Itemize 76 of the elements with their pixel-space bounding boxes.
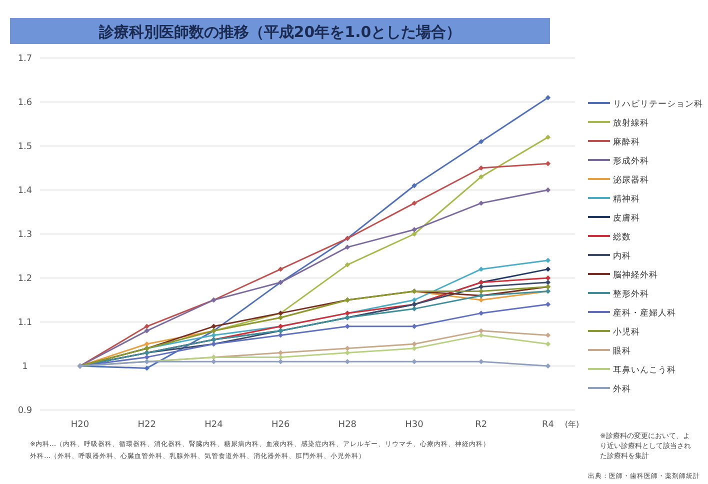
legend-label: 放射線科 [613, 118, 649, 128]
legend-label: 産科・産婦人科 [613, 308, 676, 318]
point [344, 244, 350, 250]
legend-label: リハビリテーション科 [613, 98, 703, 110]
point [478, 200, 484, 206]
point [412, 227, 417, 232]
x-tick-label: R2 [475, 420, 488, 430]
x-tick-label: H26 [271, 420, 290, 430]
point [278, 332, 284, 338]
point [545, 266, 551, 272]
y-tick-label: 1 [22, 362, 28, 372]
legend-label: 形成外科 [613, 156, 649, 166]
legend-label: 耳鼻いんこう科 [613, 364, 676, 376]
point [211, 359, 216, 364]
y-tick-label: 1.2 [18, 274, 32, 284]
point [478, 332, 484, 338]
point [478, 139, 484, 144]
point [278, 266, 284, 272]
point [478, 284, 484, 290]
point [545, 332, 551, 338]
point [412, 324, 417, 329]
legend-label: 泌尿器科 [613, 174, 649, 186]
point [144, 328, 150, 334]
point [478, 288, 484, 294]
point [478, 174, 484, 180]
x-tick-label: H20 [70, 420, 90, 430]
chart-title: 診療科別医師数の推移（平成20年を1.0とした場合） [98, 23, 462, 41]
legend-label: 整形外科 [613, 288, 649, 300]
y-tick-label: 0.9 [18, 406, 32, 416]
point [144, 354, 150, 360]
point [478, 165, 484, 171]
legend-label: 小児科 [613, 326, 640, 338]
y-tick-label: 1.1 [18, 318, 32, 328]
point [144, 341, 150, 347]
point [545, 134, 551, 140]
x-axis-title: (年) [564, 420, 580, 429]
point [545, 187, 551, 193]
y-tick-label: 1.4 [18, 186, 32, 196]
legend-label: 外科 [613, 384, 631, 394]
x-tick-label: H24 [204, 420, 224, 430]
point [545, 302, 551, 307]
legend-label: 麻酔科 [613, 136, 640, 148]
point [211, 332, 216, 338]
y-tick-label: 1.3 [18, 230, 32, 240]
point [144, 324, 150, 329]
point [478, 328, 484, 334]
legend-label: 脳神経外科 [613, 270, 658, 280]
point [412, 341, 417, 347]
x-tick-label: H28 [338, 420, 357, 430]
legend-label: 眼科 [613, 346, 631, 356]
point [545, 258, 551, 263]
y-tick-label: 1.7 [18, 54, 32, 64]
point [478, 297, 484, 303]
point [412, 346, 417, 351]
point [545, 280, 551, 285]
point [412, 183, 417, 188]
point [412, 306, 417, 312]
point [478, 266, 484, 272]
point [478, 310, 484, 316]
point [412, 359, 417, 364]
x-tick-label: R4 [542, 420, 554, 430]
x-tick-label: H30 [405, 420, 424, 430]
legend-label: 皮膚科 [613, 212, 640, 224]
y-tick-label: 1.5 [18, 142, 32, 152]
point [144, 366, 150, 371]
point [412, 200, 417, 206]
point [412, 297, 417, 303]
point [412, 231, 417, 237]
legend-label: 総数 [612, 232, 631, 242]
point [545, 95, 551, 100]
legend-label: 内科 [613, 250, 631, 262]
point [344, 350, 350, 356]
point [344, 262, 350, 268]
x-tick-label: H22 [138, 420, 156, 430]
y-tick-label: 1.6 [18, 98, 32, 108]
legend-label: 精神科 [613, 194, 640, 204]
